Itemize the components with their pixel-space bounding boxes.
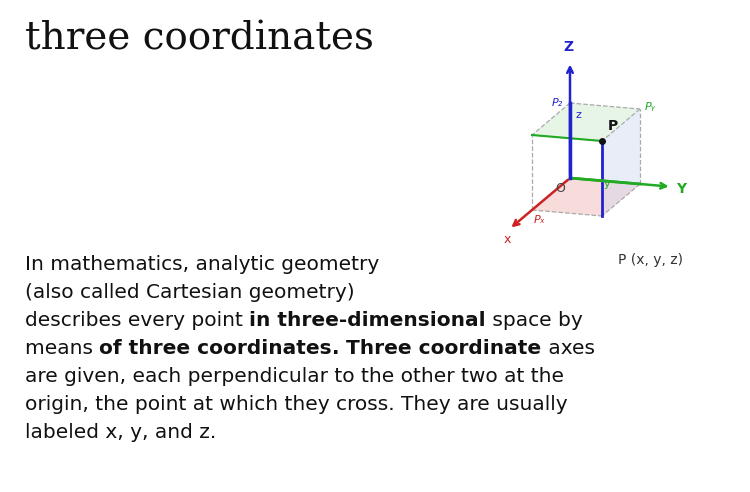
Text: In mathematics, analytic geometry: In mathematics, analytic geometry [25, 255, 380, 274]
Text: origin, the point at which they cross. They are usually: origin, the point at which they cross. T… [25, 395, 568, 414]
Text: means: means [25, 339, 99, 358]
Text: axes: axes [542, 339, 595, 358]
Text: P (x, y, z): P (x, y, z) [617, 253, 682, 267]
Text: Z: Z [563, 40, 573, 54]
Text: Three coordinate: Three coordinate [346, 339, 542, 358]
Text: P: P [608, 119, 618, 133]
Text: Pᵧ: Pᵧ [645, 102, 656, 112]
Polygon shape [532, 178, 640, 216]
Text: O: O [555, 182, 565, 195]
Text: Y: Y [676, 182, 687, 196]
Text: labeled x, y, and z.: labeled x, y, and z. [25, 423, 216, 442]
Text: x: x [503, 233, 511, 246]
Text: in three-dimensional: in three-dimensional [249, 311, 486, 330]
Text: y: y [604, 179, 610, 189]
Text: describes every point: describes every point [25, 311, 249, 330]
Text: of three coordinates: of three coordinates [99, 339, 332, 358]
Text: z: z [576, 110, 582, 120]
Text: Pₓ: Pₓ [534, 215, 546, 225]
Text: space by: space by [486, 311, 583, 330]
Text: are given, each perpendicular to the other two at the: are given, each perpendicular to the oth… [25, 367, 564, 386]
Polygon shape [602, 109, 640, 216]
Text: three coordinates: three coordinates [25, 20, 374, 57]
Polygon shape [532, 103, 640, 141]
Text: P₂: P₂ [552, 98, 563, 108]
Text: (also called Cartesian geometry): (also called Cartesian geometry) [25, 283, 355, 302]
Text: .: . [332, 339, 346, 358]
